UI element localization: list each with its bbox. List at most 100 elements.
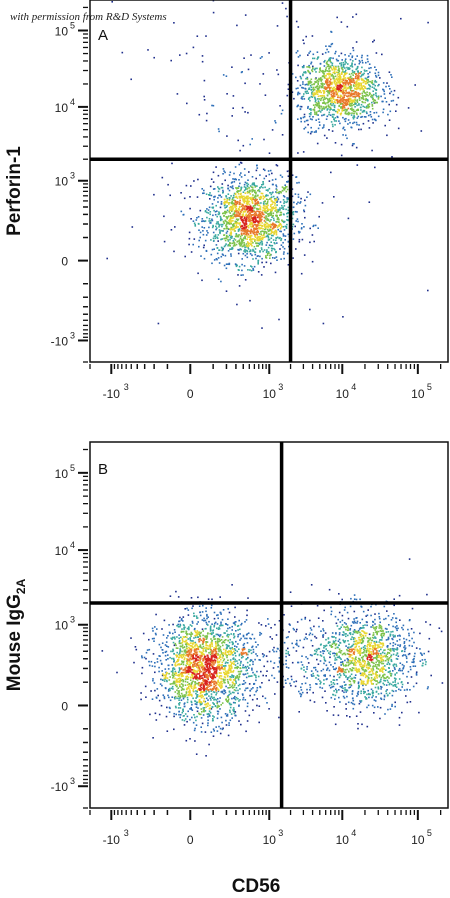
event-dot — [334, 694, 337, 697]
event-dot — [365, 98, 367, 100]
event-dot — [161, 670, 163, 672]
event-dot — [338, 611, 341, 614]
event-dot — [323, 65, 326, 67]
event-dot — [227, 695, 229, 697]
event-dot — [364, 86, 366, 88]
event-dot — [228, 197, 231, 199]
x-tick-exponent: 3 — [278, 382, 283, 392]
event-dot — [312, 675, 315, 677]
event-dot — [285, 655, 287, 658]
event-dot — [212, 181, 215, 183]
event-dot — [220, 621, 222, 624]
event-dot — [340, 89, 342, 92]
event-dot — [212, 104, 215, 107]
event-dot — [241, 225, 243, 227]
event-dot — [264, 169, 266, 172]
event-dot — [261, 261, 263, 264]
event-dot — [245, 231, 247, 233]
event-dot — [408, 639, 411, 642]
event-dot — [370, 688, 373, 691]
event-dot — [268, 244, 271, 246]
event-dot — [338, 79, 341, 81]
event-dot — [405, 638, 408, 641]
event-dot — [259, 631, 261, 634]
event-dot — [398, 724, 401, 726]
event-dot — [213, 699, 215, 701]
event-dot — [260, 196, 263, 199]
event-dot — [244, 218, 247, 220]
event-dot — [369, 80, 372, 83]
event-dot — [334, 89, 336, 92]
event-dot — [383, 698, 385, 701]
event-dot — [362, 73, 365, 76]
event-dot — [232, 107, 234, 109]
event-dot — [303, 638, 306, 641]
event-dot — [351, 64, 353, 67]
event-dot — [232, 226, 234, 228]
event-dot — [245, 226, 248, 228]
event-dot — [237, 187, 240, 189]
event-dot — [323, 70, 325, 73]
event-dot — [249, 218, 251, 221]
event-dot — [367, 94, 369, 97]
event-dot — [148, 660, 150, 663]
event-dot — [248, 187, 250, 189]
event-dot — [317, 227, 319, 229]
event-dot — [217, 617, 219, 620]
event-dot — [272, 649, 274, 651]
event-dot — [275, 198, 278, 200]
event-dot — [404, 654, 407, 656]
event-dot — [328, 77, 331, 79]
event-dot — [273, 224, 276, 227]
event-dot — [232, 224, 235, 226]
event-dot — [335, 58, 338, 61]
event-dot — [355, 73, 357, 76]
event-dot — [189, 639, 192, 642]
event-dot — [378, 616, 381, 618]
event-dot — [216, 236, 218, 238]
event-dot — [257, 202, 260, 204]
event-dot — [221, 186, 224, 189]
event-dot — [263, 201, 265, 203]
event-dot — [319, 124, 321, 126]
event-dot — [354, 77, 357, 80]
event-dot — [282, 241, 284, 244]
event-dot — [244, 699, 247, 701]
event-dot — [313, 625, 315, 628]
event-dot — [316, 674, 319, 676]
event-dot — [203, 79, 206, 82]
event-dot — [318, 78, 320, 81]
event-dot — [218, 188, 221, 190]
event-dot — [172, 648, 174, 651]
event-dot — [260, 247, 263, 249]
event-dot — [225, 661, 227, 664]
event-dot — [169, 595, 172, 597]
event-dot — [243, 168, 246, 170]
event-dot — [427, 289, 429, 292]
event-dot — [242, 221, 244, 224]
event-dot — [414, 84, 416, 86]
event-dot — [189, 196, 191, 198]
event-dot — [262, 73, 265, 75]
event-dot — [360, 97, 363, 99]
event-dot — [227, 215, 230, 217]
event-dot — [208, 218, 211, 220]
event-dot — [342, 116, 344, 119]
event-dot — [256, 229, 259, 232]
event-dot — [391, 156, 393, 158]
event-dot — [299, 692, 301, 695]
event-dot — [270, 209, 272, 212]
event-dot — [254, 248, 257, 250]
event-dot — [337, 90, 340, 93]
event-dot — [333, 69, 336, 71]
event-dot — [364, 691, 366, 693]
event-dot — [207, 616, 209, 618]
event-dot — [310, 670, 313, 672]
event-dot — [355, 109, 358, 112]
event-dot — [193, 612, 195, 615]
event-dot — [355, 91, 358, 94]
event-dot — [358, 702, 361, 705]
event-dot — [238, 201, 240, 204]
event-dot — [252, 238, 254, 240]
event-dot — [319, 111, 322, 113]
